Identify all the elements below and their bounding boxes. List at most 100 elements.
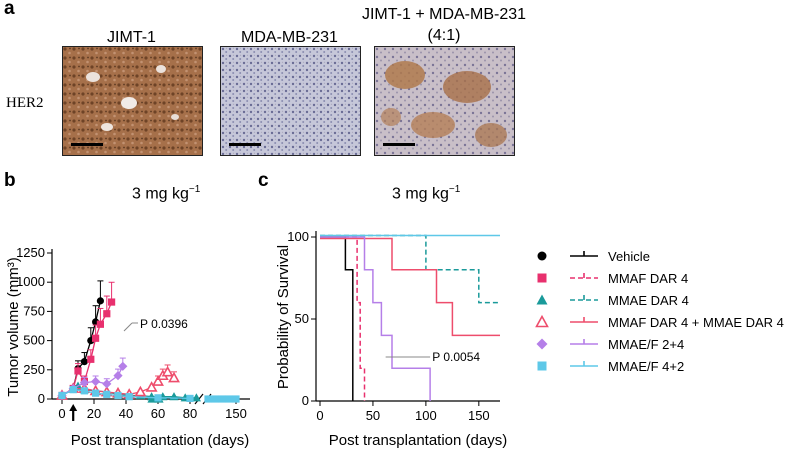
x-tick-label: 100 — [415, 408, 437, 423]
y-tick-label: 1000 — [16, 274, 45, 289]
data-point — [92, 334, 100, 342]
data-point — [154, 394, 162, 402]
data-point — [58, 391, 66, 400]
legend-item: MMAF DAR 4 + MMAE DAR 4 — [535, 314, 784, 330]
legend-marker — [537, 361, 547, 371]
y-tick-label: 750 — [23, 303, 45, 318]
panel-letter-c: c — [258, 170, 269, 191]
data-point — [80, 358, 88, 366]
y-axis-label: Probability of Survival — [275, 245, 292, 389]
data-point — [103, 310, 111, 318]
y-tick-label: 250 — [23, 362, 45, 377]
legend-label: MMAF DAR 4 — [608, 271, 688, 286]
data-point — [147, 394, 157, 403]
histology-image-mixture — [374, 46, 515, 156]
x-tick-label: 60 — [151, 406, 165, 421]
survival-curve-3 — [320, 237, 500, 337]
legend: Vehicle MMAF DAR 4 MMAE DAR 4 MMAF DAR 4 + … — [535, 249, 784, 374]
data-point — [87, 355, 95, 363]
data-point — [96, 320, 104, 328]
legend-marker — [536, 294, 548, 305]
legend-label: Vehicle — [608, 249, 650, 264]
x-axis-label: Post transplantation (days) — [329, 432, 507, 449]
data-point — [80, 387, 88, 395]
annotation-p-value: P 0.0396 — [140, 317, 188, 331]
legend-item: MMAE/F 4+2 — [537, 359, 684, 374]
legend-label: MMAE/F 4+2 — [608, 359, 684, 374]
legend-item: MMAE/F 2+4 — [536, 337, 684, 352]
legend-item: Vehicle — [537, 249, 650, 264]
survival-curve-0 — [320, 236, 354, 401]
tumor-volume-chart: 0 250 500 750 1000 1250 0 20 40 60 80 150 Post trans… — [5, 245, 250, 449]
data-point — [232, 395, 240, 403]
y-tick-label: 1250 — [16, 245, 45, 260]
data-point — [186, 394, 194, 403]
data-point — [161, 365, 174, 377]
x-tick-label: 150 — [225, 406, 247, 421]
data-point — [69, 386, 77, 394]
legend-item: MMAF DAR 4 — [537, 271, 688, 286]
x-tick-label: 150 — [468, 408, 490, 423]
data-point — [108, 298, 116, 306]
annotation-leader — [123, 322, 133, 332]
y-tick-label: 100 — [287, 229, 309, 244]
data-point — [103, 390, 111, 398]
annotation-p-value: P 0.0054 — [432, 350, 480, 364]
legend-label: MMAE/F 2+4 — [608, 337, 684, 352]
y-tick-label: 0 — [302, 393, 309, 408]
legend-marker — [535, 314, 549, 328]
data-point — [114, 391, 122, 400]
series-5 — [58, 386, 240, 403]
treatment-arrow-head — [69, 404, 78, 411]
x-tick-label: 50 — [366, 408, 380, 423]
scale-bar — [71, 143, 103, 146]
row-label-her2: HER2 — [6, 95, 44, 111]
legend-marker — [536, 338, 548, 350]
histology-image-mdamb231 — [220, 46, 361, 156]
legend-marker — [537, 251, 547, 261]
x-tick-label: 20 — [87, 406, 101, 421]
data-point — [79, 378, 89, 388]
data-point — [134, 385, 147, 397]
data-point — [92, 389, 100, 397]
data-point — [225, 395, 233, 403]
column-label-mixture: JIMT-1 + MDA-MB-231 — [361, 6, 527, 23]
panel-letter-b: b — [4, 170, 16, 191]
histology-image-jimt1 — [62, 46, 203, 156]
survival-curve-2 — [320, 234, 500, 304]
scale-bar — [229, 143, 261, 146]
legend-label: MMAE DAR 4 — [608, 293, 689, 308]
data-point — [96, 297, 104, 305]
y-tick-label: 0 — [38, 391, 45, 406]
data-point — [218, 395, 226, 403]
data-point — [91, 376, 101, 387]
data-point — [113, 371, 123, 381]
survival-chart: 0 50 100 0 50 100 150 Post transplantation (day… — [275, 229, 507, 449]
chart-c-title: 3 mg kg−1 — [392, 184, 461, 203]
column-label-ratio: (4:1) — [427, 27, 461, 44]
x-tick-label: 80 — [183, 406, 197, 421]
y-tick-label: 50 — [295, 311, 309, 326]
data-point — [152, 375, 164, 386]
legend-label: MMAF DAR 4 + MMAE DAR 4 — [608, 315, 784, 330]
data-point — [125, 393, 133, 401]
y-tick-label: 500 — [23, 333, 45, 348]
data-point — [211, 395, 219, 403]
panel-letter-a: a — [4, 0, 15, 19]
data-point — [168, 371, 180, 383]
survival-curve-1 — [320, 236, 366, 401]
data-point — [145, 381, 158, 392]
y-axis-label: Tumor volume (mm³) — [5, 257, 22, 396]
column-label-jimt1: JIMT-1 — [107, 29, 156, 46]
column-label-mdamb231: MDA-MB-231 — [241, 29, 338, 46]
legend-marker — [537, 273, 547, 283]
data-point — [204, 395, 212, 403]
x-tick-label: 40 — [119, 406, 133, 421]
scale-bar — [383, 143, 415, 146]
data-point — [102, 379, 112, 389]
x-tick-label: 0 — [58, 406, 65, 421]
x-axis-label: Post transplantation (days) — [71, 432, 249, 449]
chart-b-title: 3 mg kg−1 — [132, 184, 201, 203]
x-tick-label: 0 — [316, 408, 323, 423]
data-point — [191, 393, 201, 402]
